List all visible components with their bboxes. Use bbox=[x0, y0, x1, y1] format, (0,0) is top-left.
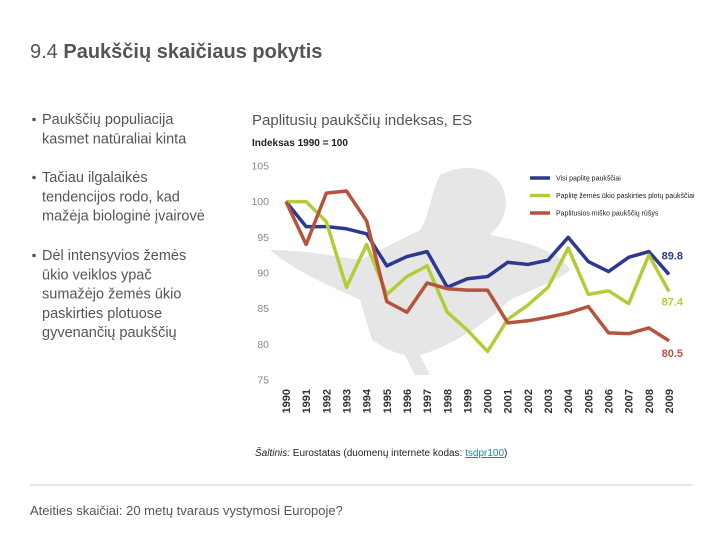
bullet-line: ūkio veiklos ypač bbox=[42, 267, 152, 283]
x-tick-label: 1996 bbox=[402, 389, 414, 413]
y-tick-label: 90 bbox=[257, 268, 269, 280]
bullet-line: sumažėjo žemės ūkio bbox=[42, 287, 181, 303]
x-tick-label: 1997 bbox=[422, 389, 434, 413]
y-tick-label: 105 bbox=[251, 161, 269, 173]
x-tick-label: 1999 bbox=[462, 389, 474, 413]
source-label: Šaltinis: bbox=[255, 446, 290, 459]
bullets: Paukščių populiacija kasmet natūraliai ki… bbox=[32, 112, 205, 341]
title-text: Paukščių skaičiaus pokytis bbox=[63, 41, 322, 63]
x-tick-label: 1992 bbox=[321, 389, 333, 413]
y-tick-label: 85 bbox=[257, 303, 269, 315]
y-tick-label: 100 bbox=[251, 196, 269, 208]
bullet-line: gyvenančių paukščių bbox=[42, 325, 177, 341]
x-tick-label: 1990 bbox=[281, 389, 293, 413]
x-tick-label: 1991 bbox=[301, 389, 313, 413]
legend-label: Paplitusios miško paukščių rūšys bbox=[556, 211, 659, 218]
x-tick-label: 2007 bbox=[624, 389, 636, 413]
chart-subtitle: Indeksas 1990 = 100 bbox=[252, 138, 348, 149]
source: Šaltinis: Eurostatas (duomenų internete … bbox=[255, 446, 507, 459]
bullet-line: Tačiau ilgalaikės bbox=[42, 170, 148, 186]
bullet-dot bbox=[32, 175, 36, 180]
y-tick-label: 75 bbox=[257, 375, 269, 387]
legend-label: Visi paplitę paukščiai bbox=[556, 176, 621, 183]
bullet-line: Dėl intensyvios žemės bbox=[42, 248, 186, 264]
x-tick-label: 1995 bbox=[382, 389, 394, 413]
x-tick-label: 1993 bbox=[341, 389, 353, 413]
x-tick-label: 2002 bbox=[523, 389, 535, 413]
bullet-line: tendencijos rodo, kad bbox=[42, 189, 180, 205]
plot: 75 80 85 90 95 100 105 1990 1991 1992 1993 1994 1995… bbox=[251, 161, 694, 414]
x-tick-label: 2005 bbox=[583, 389, 595, 413]
x-tick-label: 2003 bbox=[543, 389, 555, 413]
x-tick-label: 2006 bbox=[604, 389, 616, 413]
x-tick-label: 1994 bbox=[362, 388, 374, 413]
y-tick-label: 95 bbox=[257, 232, 269, 244]
x-tick-label: 2000 bbox=[483, 389, 495, 413]
x-tick-label: 2001 bbox=[503, 389, 515, 413]
source-close: ) bbox=[504, 448, 507, 459]
bullet-dot bbox=[32, 253, 36, 258]
bullet-line: Paukščių populiacija bbox=[42, 112, 174, 128]
end-value-label: 80.5 bbox=[662, 348, 683, 360]
series-line bbox=[284, 189, 670, 343]
x-tick-label: 1998 bbox=[442, 389, 454, 413]
x-tick-label: 2008 bbox=[644, 389, 656, 413]
bullet-line: paskirties plotuose bbox=[42, 306, 162, 322]
slide-title: 9.4 Paukščių skaičiaus pokytis bbox=[30, 41, 322, 63]
chart-title: Paplitusių paukščių indeksas, ES bbox=[252, 112, 472, 129]
series-line bbox=[286, 199, 671, 354]
bullet-dot bbox=[32, 117, 36, 122]
x-tick-label: 2004 bbox=[563, 388, 575, 413]
end-value-label: 89.8 bbox=[662, 250, 683, 262]
y-tick-label: 80 bbox=[257, 339, 269, 351]
bullet-line: kasmet natūraliai kinta bbox=[42, 131, 187, 147]
end-value-label: 87.4 bbox=[662, 297, 684, 309]
legend-label: Paplitę žemės ūkio paskirties plotų pauk… bbox=[556, 193, 695, 200]
series-line bbox=[284, 200, 671, 290]
title-number: 9.4 bbox=[30, 41, 58, 63]
footer: Ateities skaičiai: 20 metų tvaraus vysty… bbox=[30, 503, 343, 518]
bullet-line: mažėja biologinė įvairovė bbox=[42, 209, 205, 225]
source-link[interactable]: tsdpr100 bbox=[465, 448, 504, 459]
source-text: Eurostatas (duomenų internete kodas: bbox=[290, 448, 465, 459]
x-tick-label: 2009 bbox=[664, 389, 676, 413]
